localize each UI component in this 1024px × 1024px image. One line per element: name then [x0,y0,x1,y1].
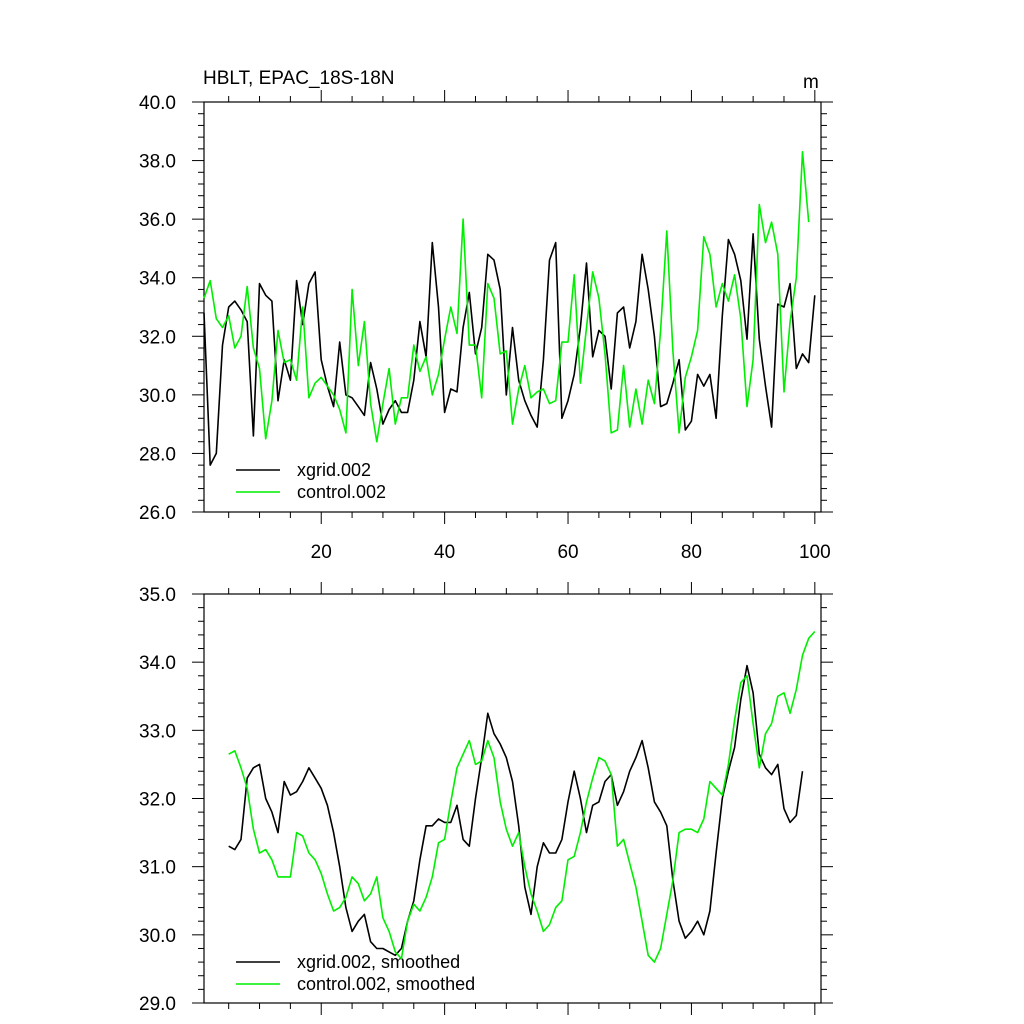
y-tick-label: 29.0 [139,994,176,1015]
y-tick-label: 30.0 [139,386,176,407]
y-tick-label: 34.0 [139,269,176,290]
top-panel-title: HBLT, EPAC_18S-18N [203,68,395,89]
y-tick-label: 30.0 [139,926,176,947]
legend-label-xgrid: xgrid.002, smoothed [297,952,460,972]
y-tick-label: 31.0 [139,858,176,879]
legend-label-control: control.002 [297,482,386,502]
y-tick-label: 40.0 [139,93,176,114]
y-tick-label: 33.0 [139,721,176,742]
y-tick-label: 35.0 [139,585,176,606]
bottom-panel: 29.0 30.0 31.0 32.0 33.0 34.0 35.0 xgrid.002, s… [139,582,833,1015]
series-line-control [228,630,816,963]
y-tick-label: 36.0 [139,210,176,231]
plot-frame [203,101,822,513]
legend-label-control: control.002, smoothed [297,974,475,994]
series-line-xgrid [203,233,816,466]
x-tick-label: 60 [557,542,578,563]
series-line-control [203,151,810,443]
series-line-xgrid [228,664,804,957]
legend-label-xgrid: xgrid.002 [297,460,371,480]
x-tick-label: 100 [799,542,831,563]
y-tick-label: 28.0 [139,444,176,465]
y-tick-label: 34.0 [139,653,176,674]
y-tick-label: 26.0 [139,503,176,524]
y-tick-label: 32.0 [139,327,176,348]
x-tick-label: 80 [681,542,702,563]
top-panel-units: m [803,72,819,93]
y-tick-label: 38.0 [139,152,176,173]
y-tick-label: 32.0 [139,790,176,811]
top-panel: HBLT, EPAC_18S-18N m 20 40 60 80 100 26.0 28.0… [139,68,833,563]
x-tick-label: 20 [311,542,332,563]
x-tick-label: 40 [434,542,455,563]
plot-frame [203,593,822,1004]
